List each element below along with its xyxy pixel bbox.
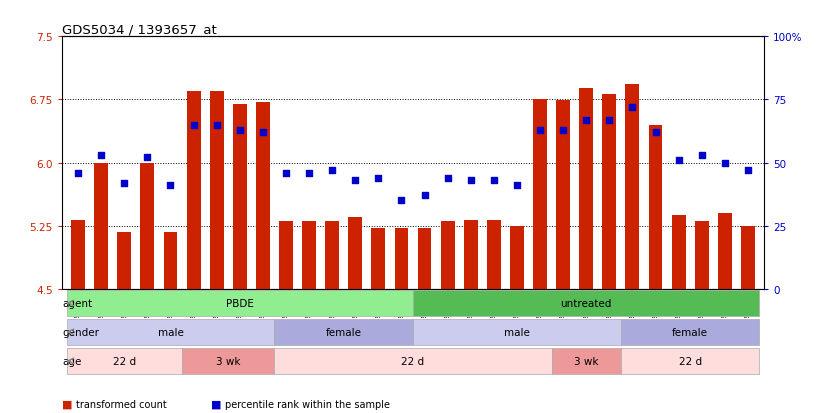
Point: [372, 175, 385, 182]
Bar: [372, 229, 385, 289]
Bar: [602, 94, 616, 289]
Point: [626, 104, 639, 111]
Bar: [210, 92, 224, 289]
Point: [233, 127, 246, 134]
Point: [557, 127, 570, 134]
Bar: [274, 348, 552, 374]
Bar: [395, 229, 408, 289]
Bar: [233, 104, 247, 289]
Point: [487, 178, 501, 184]
Point: [741, 167, 754, 174]
Text: percentile rank within the sample: percentile rank within the sample: [225, 399, 390, 409]
Point: [695, 152, 709, 159]
Text: 22 d: 22 d: [112, 356, 135, 366]
Bar: [256, 103, 270, 289]
Text: GDS5034 / 1393657_at: GDS5034 / 1393657_at: [62, 23, 216, 36]
Text: male: male: [504, 327, 529, 337]
Bar: [67, 290, 413, 316]
Bar: [164, 232, 178, 289]
Point: [72, 170, 85, 176]
Point: [349, 178, 362, 184]
Bar: [741, 226, 755, 289]
Point: [95, 152, 108, 159]
Bar: [625, 85, 639, 289]
Text: agent: agent: [62, 298, 92, 308]
Bar: [413, 319, 621, 345]
Point: [395, 198, 408, 204]
Point: [117, 180, 131, 187]
Point: [441, 175, 454, 182]
Bar: [718, 214, 732, 289]
Bar: [464, 220, 477, 289]
Text: gender: gender: [62, 327, 99, 337]
Bar: [279, 222, 293, 289]
Point: [256, 130, 269, 136]
Bar: [94, 163, 108, 289]
Text: 3 wk: 3 wk: [216, 356, 240, 366]
Point: [649, 130, 662, 136]
Text: 22 d: 22 d: [679, 356, 702, 366]
Bar: [695, 222, 709, 289]
Bar: [182, 348, 274, 374]
Bar: [325, 222, 339, 289]
Text: age: age: [62, 356, 81, 366]
Bar: [117, 232, 131, 289]
Bar: [441, 222, 454, 289]
Bar: [274, 319, 413, 345]
Text: ■: ■: [211, 399, 221, 409]
Text: ■: ■: [62, 399, 73, 409]
Point: [672, 157, 686, 164]
Bar: [556, 101, 570, 289]
Point: [302, 170, 316, 176]
Bar: [413, 290, 759, 316]
Bar: [302, 222, 316, 289]
Bar: [67, 348, 182, 374]
Point: [279, 170, 292, 176]
Point: [464, 178, 477, 184]
Text: PBDE: PBDE: [225, 298, 254, 308]
Text: 3 wk: 3 wk: [574, 356, 599, 366]
Point: [187, 122, 200, 129]
Bar: [672, 215, 686, 289]
Bar: [140, 163, 154, 289]
Point: [534, 127, 547, 134]
Point: [718, 160, 731, 166]
Point: [580, 117, 593, 123]
Bar: [533, 99, 547, 289]
Bar: [621, 319, 759, 345]
Text: transformed count: transformed count: [76, 399, 167, 409]
Bar: [349, 218, 362, 289]
Bar: [579, 89, 593, 289]
Text: 22 d: 22 d: [401, 356, 425, 366]
Bar: [510, 226, 524, 289]
Bar: [621, 348, 759, 374]
Point: [210, 122, 223, 129]
Point: [140, 155, 154, 161]
Text: male: male: [158, 327, 183, 337]
Point: [603, 117, 616, 123]
Text: female: female: [672, 327, 708, 337]
Bar: [71, 220, 85, 289]
Bar: [67, 319, 274, 345]
Point: [325, 167, 339, 174]
Point: [510, 183, 524, 189]
Bar: [487, 220, 501, 289]
Bar: [187, 92, 201, 289]
Text: untreated: untreated: [561, 298, 612, 308]
Point: [418, 192, 431, 199]
Bar: [552, 348, 621, 374]
Point: [164, 183, 177, 189]
Text: female: female: [325, 327, 362, 337]
Bar: [418, 229, 431, 289]
Bar: [648, 125, 662, 289]
